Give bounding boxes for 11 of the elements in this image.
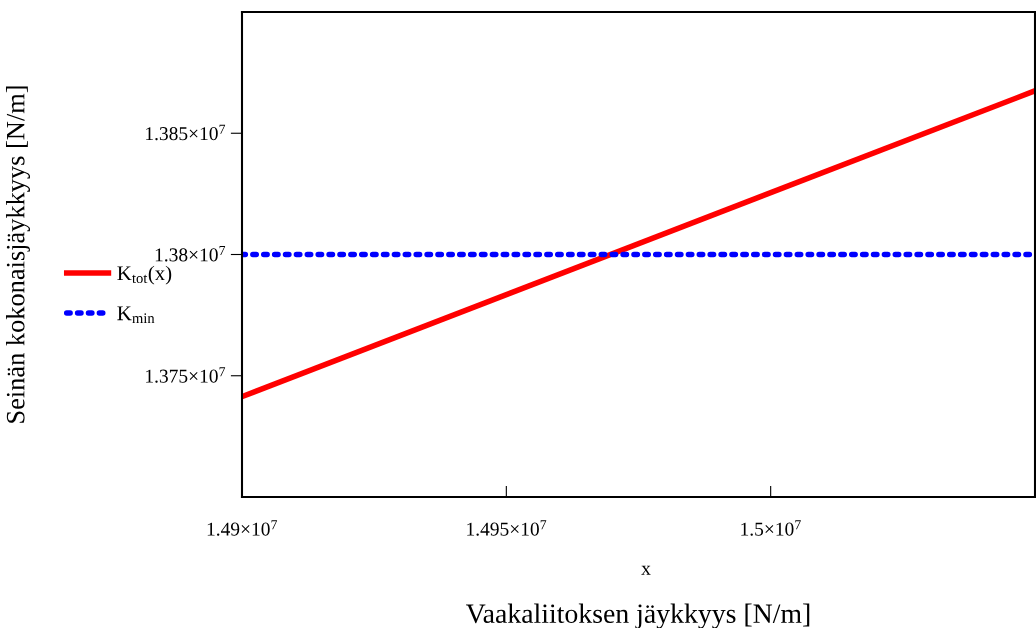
x-tick-label: 1.495×10$^{7}$	[467, 520, 547, 536]
legend-label: K$_{min}$	[117, 306, 155, 323]
x-tick-label: 1.5×10$^{7}$	[741, 520, 801, 536]
x-axis-title: Vaakaliitoksen jäykkyys [N/m]	[466, 603, 810, 628]
x-tick-label: 1.49×10$^{7}$	[207, 520, 278, 536]
y-axis-title: Seinän kokonaisjäykkyys [N/m]	[5, 86, 30, 423]
y-tick-label: 1.385×10$^{7}$	[146, 124, 226, 141]
text: x	[641, 565, 651, 575]
legend-label: K$_{tot}$(x)	[117, 265, 172, 285]
y-tick-label: 1.375×10$^{7}$	[146, 367, 226, 383]
y-tick-label: 1.38×10$^{7}$	[155, 246, 226, 262]
